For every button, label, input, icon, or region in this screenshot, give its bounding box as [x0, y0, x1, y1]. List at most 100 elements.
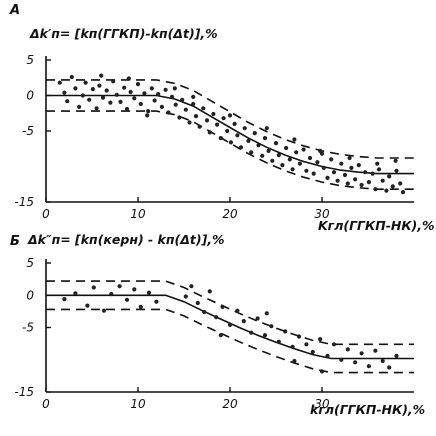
data-point — [156, 92, 161, 97]
trend-line-center — [46, 94, 414, 175]
data-point — [370, 171, 375, 176]
trend-line-center — [46, 294, 414, 360]
panel-a-letter: A — [9, 3, 20, 18]
data-point — [228, 140, 233, 145]
data-point — [104, 88, 109, 93]
data-point — [177, 115, 182, 120]
data-point — [283, 329, 288, 334]
x-tick-label: 0 — [42, 397, 50, 411]
data-point — [304, 168, 309, 173]
data-point — [99, 73, 104, 78]
data-point — [256, 143, 261, 148]
data-point — [269, 324, 274, 329]
data-point — [108, 100, 113, 105]
data-point — [132, 287, 137, 292]
data-point — [319, 369, 325, 374]
data-point — [380, 178, 385, 183]
data-point — [232, 121, 237, 126]
data-point — [356, 163, 361, 168]
data-point — [262, 136, 268, 141]
data-point — [221, 116, 226, 121]
panel-b: Б Δk″п= [kп(керн) - kп(Δt)],% kгл(ГГКП-Н… — [10, 232, 425, 417]
data-point — [276, 153, 281, 158]
data-point — [218, 136, 223, 141]
data-point — [280, 163, 285, 168]
data-point — [80, 93, 85, 98]
data-point — [242, 126, 247, 131]
data-point — [335, 178, 340, 183]
data-point — [359, 351, 364, 356]
data-point — [349, 165, 354, 170]
data-point — [215, 122, 220, 127]
data-point — [292, 137, 297, 142]
data-point — [142, 91, 147, 96]
data-point — [207, 130, 212, 135]
data-point — [325, 353, 330, 358]
data-point — [195, 300, 200, 306]
data-point — [114, 92, 119, 97]
panel-a-plot: 0 10 20 30 5 0 -5 -15 — [14, 53, 414, 221]
panel-b-xlabel: kгл(ГГКП-НК),% — [310, 402, 425, 417]
data-point — [183, 294, 188, 299]
data-point — [325, 175, 330, 180]
data-point — [169, 94, 175, 99]
data-point — [122, 85, 127, 90]
data-point — [227, 113, 233, 118]
data-point — [359, 182, 364, 188]
x-tick-label: 30 — [314, 207, 330, 221]
trend-line-lower — [46, 110, 414, 190]
data-point — [353, 360, 358, 365]
data-point — [214, 315, 219, 320]
data-point — [225, 128, 230, 134]
data-point — [197, 124, 202, 129]
data-point — [57, 80, 62, 85]
data-point — [159, 104, 164, 109]
data-point — [373, 187, 378, 192]
y-tick-label: -15 — [14, 385, 34, 399]
data-point — [249, 150, 254, 155]
data-point — [304, 342, 309, 347]
data-point — [394, 353, 399, 358]
data-point — [342, 172, 348, 178]
data-point — [62, 90, 67, 95]
data-point — [373, 348, 378, 353]
data-point — [193, 114, 199, 119]
data-point — [319, 151, 325, 156]
y-tick-label: 5 — [26, 53, 34, 67]
data-point — [296, 334, 302, 339]
data-point — [100, 95, 106, 100]
data-point — [339, 161, 344, 166]
y-tick-label: 0 — [26, 288, 34, 302]
data-point — [152, 98, 157, 103]
data-point — [290, 167, 295, 172]
data-point — [83, 80, 88, 85]
panel-b-plot: 0 10 20 30 5 0 -5 -15 — [14, 256, 414, 411]
data-point — [207, 289, 212, 294]
panel-a-ylabel: Δk′п= [kп(ГГКП)-kп(Δt)],% — [29, 26, 218, 41]
data-point — [393, 158, 398, 163]
data-point — [85, 303, 90, 308]
data-point — [331, 342, 337, 347]
data-point — [331, 170, 337, 175]
y-tick-label: -15 — [14, 195, 34, 209]
data-point — [118, 99, 123, 104]
data-point — [347, 155, 352, 161]
data-point — [132, 96, 137, 101]
data-point — [90, 87, 95, 92]
data-point — [126, 76, 131, 81]
data-point — [375, 161, 380, 166]
data-point — [255, 316, 260, 321]
data-point — [264, 126, 269, 131]
data-point — [218, 333, 223, 338]
panel-a: A Δk′п= [kп(ГГКП)-kп(Δt)],% Kгл(ГГКП-НК)… — [9, 3, 435, 233]
data-point — [180, 97, 185, 102]
data-point — [149, 86, 154, 91]
y-tick-label: -5 — [22, 321, 34, 335]
data-point — [366, 364, 371, 369]
data-point — [77, 104, 82, 109]
data-point — [345, 181, 350, 186]
data-point — [246, 138, 251, 143]
x-tick-label: 30 — [314, 397, 330, 411]
data-point — [363, 170, 368, 175]
data-point — [202, 309, 207, 315]
